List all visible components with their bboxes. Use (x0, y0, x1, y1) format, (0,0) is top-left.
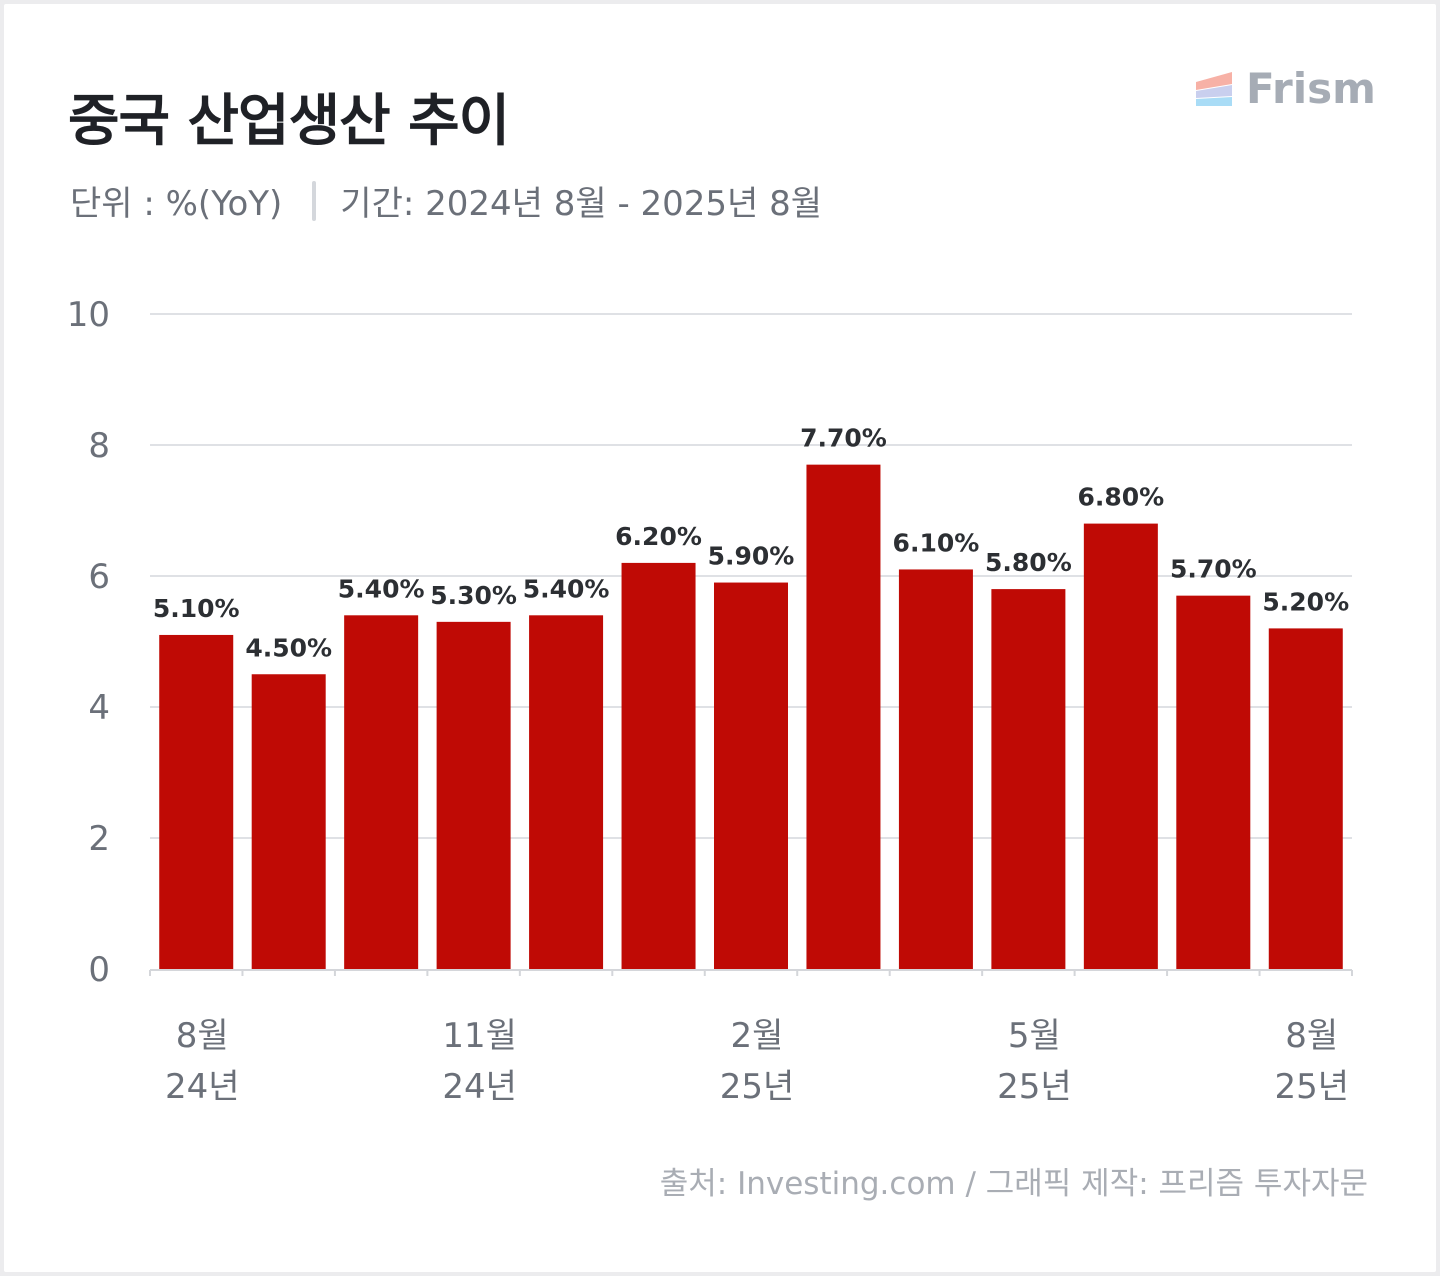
bar (714, 582, 788, 969)
chart-title: 중국 산업생산 추이 (68, 89, 510, 154)
y-tick-label: 4 (88, 688, 110, 728)
frism-logo: Frism (1194, 63, 1376, 113)
data-label: 5.40% (523, 574, 610, 603)
y-tick-label: 6 (88, 557, 110, 597)
bar (1176, 595, 1251, 969)
x-tick-label-month: 5월 (1008, 1016, 1061, 1056)
data-label: 6.80% (1077, 483, 1164, 512)
bar (1268, 628, 1343, 969)
data-label: 5.80% (985, 548, 1072, 577)
bar (898, 569, 973, 969)
data-label: 5.10% (153, 594, 240, 623)
bar (621, 562, 696, 969)
data-label: 7.70% (800, 424, 887, 453)
x-tick-label-month: 8월 (176, 1016, 229, 1056)
source-credit: 출처: Investing.com / 그래픽 제작: 프리즘 투자자문 (659, 1166, 1368, 1202)
unit-label: 단위 : %(YoY) (70, 184, 283, 224)
x-tick-label-year: 25년 (720, 1067, 795, 1107)
x-tick-label-year: 24년 (165, 1067, 240, 1107)
y-tick-label: 0 (88, 950, 110, 990)
chart-subtitle: 단위 : %(YoY) 기간: 2024년 8월 - 2025년 8월 (70, 176, 822, 225)
x-tick-label-month: 8월 (1285, 1016, 1338, 1056)
y-tick-label: 10 (67, 295, 110, 335)
frism-logo-icon (1196, 72, 1232, 106)
data-label: 5.40% (338, 574, 425, 603)
x-tick-label-month: 2월 (731, 1016, 784, 1056)
bar (159, 634, 234, 969)
bar (529, 615, 604, 969)
period-label: 기간: 2024년 8월 - 2025년 8월 (340, 184, 823, 224)
data-label: 5.30% (430, 581, 517, 610)
x-tick-label-month: 11월 (442, 1016, 517, 1056)
x-tick-label-year: 25년 (997, 1067, 1072, 1107)
bar (251, 674, 326, 969)
y-tick-label: 8 (88, 426, 110, 466)
data-label: 6.10% (893, 528, 980, 557)
data-label: 4.50% (245, 633, 332, 662)
bar (806, 464, 881, 969)
y-tick-label: 2 (88, 819, 110, 859)
subtitle-divider (312, 180, 317, 221)
data-label: 5.20% (1262, 587, 1349, 616)
bar (436, 621, 511, 969)
bar (344, 615, 419, 969)
data-label: 5.70% (1170, 555, 1257, 584)
logo-text: Frism (1246, 63, 1376, 113)
x-tick-label-year: 24년 (442, 1067, 517, 1107)
x-tick-label-year: 25년 (1274, 1067, 1349, 1107)
data-label: 6.20% (615, 522, 702, 551)
bar (991, 589, 1066, 969)
bar (1083, 523, 1158, 969)
data-label: 5.90% (708, 542, 795, 571)
